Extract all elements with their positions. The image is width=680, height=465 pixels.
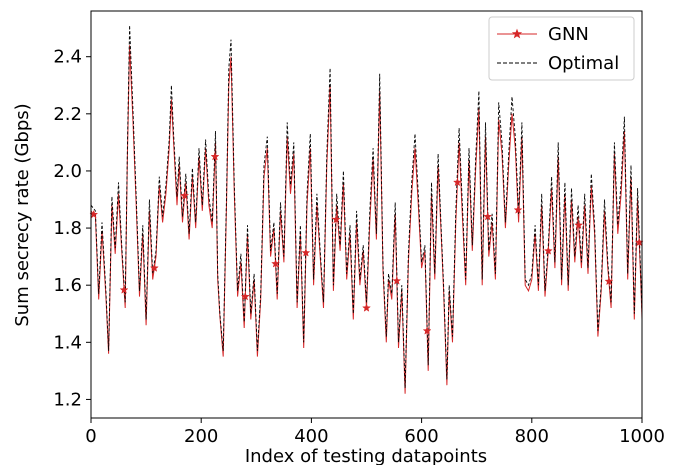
y-tick-label: 1.4 [53,332,82,353]
x-tick-label: 200 [184,426,218,447]
legend-gnn-label: GNN [548,24,589,45]
gnn-star-marker [392,276,402,285]
gnn-star-marker [240,291,250,301]
legend-gnn-marker [511,28,523,39]
legend-optimal-label: Optimal [548,53,619,74]
series-line-gnn [90,45,643,394]
y-tick-label: 2.2 [53,104,82,125]
gnn-star-marker [301,248,311,257]
y-axis: 1.2 1.4 1.6 1.8 2.0 2.2 2.4 [53,47,91,410]
gnn-star-marker [149,263,159,272]
x-tick-label: 800 [515,426,549,447]
x-tick-label: 600 [404,426,438,447]
y-tick-label: 1.8 [53,218,82,239]
gnn-star-marker [422,326,432,335]
x-tick-label: 400 [294,426,328,447]
gnn-star-marker [604,276,614,286]
gnn-star-marker [574,220,584,230]
legend: GNN Optimal [488,16,635,81]
gnn-star-marker [331,214,341,224]
gnn-star-marker [362,303,371,312]
gnn-star-marker [271,259,281,268]
gnn-star-marker [452,177,462,187]
x-axis: 0 200 400 600 800 1000 [85,418,665,447]
gnn-star-marker [483,211,493,221]
gnn-star-marker [119,285,129,294]
x-axis-label: Index of testing datapoints [245,446,487,465]
plot-content [89,25,644,394]
y-tick-label: 1.6 [53,275,82,296]
x-tick-label: 0 [85,426,96,447]
gnn-star-marker [543,246,553,255]
series-line-optimal [90,25,643,389]
y-tick-label: 2.0 [53,161,82,182]
y-tick-label: 2.4 [53,47,82,68]
y-tick-label: 1.2 [53,389,82,410]
x-tick-label: 1000 [619,426,665,447]
gnn-star-marker [513,205,523,214]
plot-frame [90,10,643,419]
gnn-star-marker [180,190,190,200]
legend-box [488,16,635,81]
y-axis-label: Sum secrecy rate (Gbps) [12,103,33,326]
gnn-star-marker [210,151,220,161]
